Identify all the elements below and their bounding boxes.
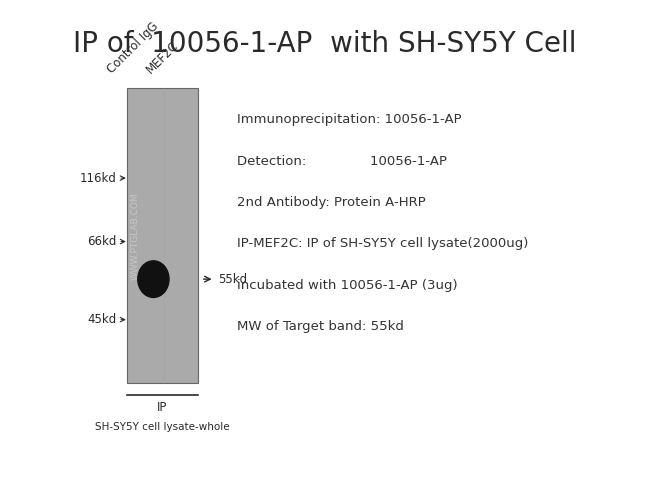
Text: 116kd: 116kd (80, 172, 117, 184)
Text: SH-SY5Y cell lysate-whole: SH-SY5Y cell lysate-whole (95, 422, 230, 432)
Text: IP: IP (157, 401, 168, 414)
Text: 66kd: 66kd (88, 235, 117, 248)
Text: Immunoprecipitation: 10056-1-AP: Immunoprecipitation: 10056-1-AP (237, 113, 462, 126)
Text: IP of  10056-1-AP  with SH-SY5Y Cell: IP of 10056-1-AP with SH-SY5Y Cell (73, 30, 577, 58)
Text: incubated with 10056-1-AP (3ug): incubated with 10056-1-AP (3ug) (237, 279, 458, 292)
Text: WWW.PTGLAB.COM: WWW.PTGLAB.COM (131, 193, 140, 281)
Text: 2nd Antibody: Protein A-HRP: 2nd Antibody: Protein A-HRP (237, 196, 426, 209)
Bar (127, 88, 198, 383)
Text: MEF2C: MEF2C (144, 38, 181, 76)
Text: MW of Target band: 55kd: MW of Target band: 55kd (237, 321, 404, 333)
Text: 45kd: 45kd (88, 313, 117, 326)
Text: 55kd: 55kd (218, 273, 247, 285)
Text: IP-MEF2C: IP of SH-SY5Y cell lysate(2000ug): IP-MEF2C: IP of SH-SY5Y cell lysate(2000… (237, 238, 528, 250)
Text: Control IgG: Control IgG (105, 20, 161, 76)
Text: Detection:               10056-1-AP: Detection: 10056-1-AP (237, 155, 447, 167)
Ellipse shape (138, 261, 169, 297)
